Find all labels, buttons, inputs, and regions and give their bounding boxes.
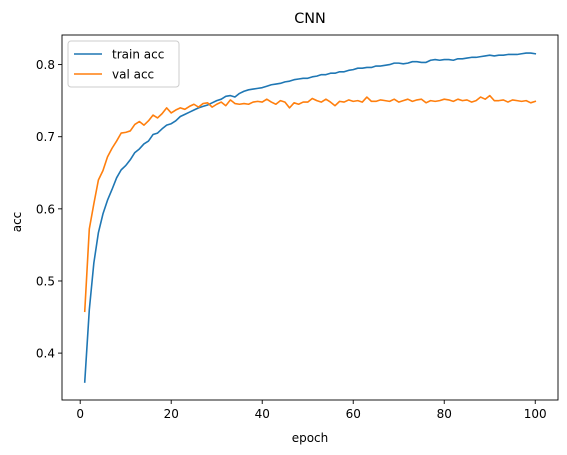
- x-tick-label: 0: [76, 407, 84, 421]
- x-tick-label: 20: [164, 407, 179, 421]
- legend-label: train acc: [112, 48, 164, 62]
- y-axis-ticks: 0.4 0.5 0.6 0.7 0.8: [36, 58, 62, 361]
- x-axis-ticks: 0 20 40 60 80 100: [76, 400, 547, 421]
- x-tick-label: 80: [437, 407, 452, 421]
- legend-label: val acc: [112, 68, 154, 82]
- y-axis-label: acc: [10, 212, 24, 233]
- series-line-train-acc: [83, 52, 537, 383]
- series-line-val-acc: [83, 94, 537, 313]
- x-tick-label: 40: [255, 407, 270, 421]
- chart-title: CNN: [294, 11, 326, 27]
- y-tick-label: 0.8: [36, 58, 55, 72]
- y-tick-label: 0.7: [36, 130, 55, 144]
- x-tick-label: 100: [524, 407, 547, 421]
- y-tick-label: 0.4: [36, 347, 55, 361]
- legend: train acc val acc: [67, 40, 180, 88]
- plot-area: [61, 34, 559, 401]
- x-tick-label: 60: [346, 407, 361, 421]
- axes-frame: [61, 34, 559, 401]
- y-tick-label: 0.6: [36, 202, 55, 216]
- legend-box: [67, 40, 180, 88]
- y-tick-label: 0.5: [36, 274, 55, 288]
- x-axis-label: epoch: [292, 431, 329, 445]
